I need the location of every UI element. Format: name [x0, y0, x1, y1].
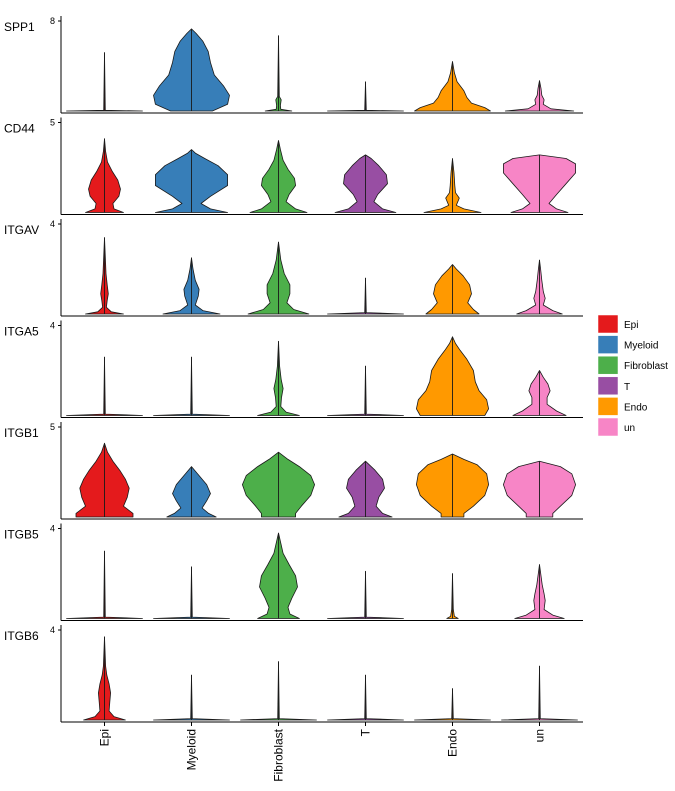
gene-label-itgb5: ITGB5 [4, 528, 39, 542]
violin-cd44-t [334, 154, 397, 213]
violin-itgb1-epi [75, 442, 134, 518]
violin-itgb5-un [514, 564, 565, 619]
legend-label-un: un [624, 423, 635, 434]
x-tick-label-endo: Endo [446, 729, 460, 757]
x-tick-label-fibroblast: Fibroblast [272, 728, 286, 781]
violin-itgav-endo [425, 264, 480, 315]
x-tick-label-t: T [359, 728, 373, 736]
legend-swatch-endo [597, 397, 619, 416]
legend-label-epi: Epi [624, 320, 638, 331]
violin-itga5-t [327, 365, 404, 416]
violin-itgav-myeloid [162, 257, 221, 315]
legend-swatch-myeloid [597, 335, 619, 354]
violin-cd44-epi [85, 138, 124, 213]
violin-itgb1-myeloid [166, 466, 217, 518]
violin-itga5-epi [66, 356, 143, 416]
y-tick-label-itgb1: 5 [50, 422, 55, 432]
gene-label-itgb1: ITGB1 [4, 426, 39, 440]
violin-cd44-fibroblast [249, 140, 308, 213]
violin-itgb1-fibroblast [242, 451, 315, 518]
y-tick-label-itga5: 4 [50, 321, 55, 331]
violin-spp1-endo [414, 61, 491, 112]
violin-itgav-epi [85, 237, 124, 315]
legend-label-myeloid: Myeloid [624, 341, 658, 352]
x-tick-label-un: un [533, 729, 547, 742]
legend-label-endo: Endo [624, 402, 648, 413]
y-tick-label-spp1: 8 [50, 16, 55, 26]
violin-itga5-myeloid [153, 356, 230, 416]
panel-itgb6: 4 ITGB6 [4, 625, 583, 723]
violin-spp1-un [504, 80, 575, 112]
violin-itga5-endo [416, 336, 489, 416]
panel-cd44: 5 CD44 [4, 117, 583, 215]
violin-itgb6-t [327, 674, 404, 721]
violin-itgb6-fibroblast [240, 661, 317, 721]
violin-itgb6-epi [83, 636, 126, 721]
panel-itgb5: 4 ITGB5 [4, 523, 583, 621]
violin-itgav-fibroblast [247, 241, 310, 315]
violin-itgav-t [327, 277, 404, 315]
legend-swatch-un [597, 417, 619, 437]
gene-label-itga5: ITGA5 [4, 325, 39, 339]
x-tick-label-epi: Epi [98, 729, 112, 746]
violin-itgb5-endo [446, 573, 459, 619]
violin-itgb6-un [501, 665, 578, 721]
violin-itgb6-endo [414, 688, 491, 721]
violin-itgb1-t [338, 460, 393, 518]
legend-label-fibroblast: Fibroblast [624, 361, 668, 372]
violin-itgb5-t [327, 570, 404, 619]
violin-itga5-fibroblast [257, 340, 300, 416]
violin-itgb6-myeloid [153, 674, 230, 721]
y-tick-label-cd44: 5 [50, 118, 55, 128]
violin-cd44-endo [423, 158, 482, 213]
x-axis-categories: Epi Myeloid Fibroblast T Endo un [98, 722, 547, 782]
panel-itgb1: 5 ITGB1 [4, 422, 583, 520]
gene-label-cd44: CD44 [4, 122, 35, 136]
violin-itgb5-myeloid [153, 566, 230, 619]
panel-itga5: 4 ITGA5 [4, 320, 583, 418]
violin-spp1-t [327, 81, 404, 112]
violin-itgb1-un [503, 460, 576, 518]
violin-cd44-un [503, 154, 576, 213]
y-tick-label-itgb5: 4 [50, 524, 55, 534]
x-tick-label-myeloid: Myeloid [185, 729, 199, 770]
violin-spp1-epi [66, 52, 143, 112]
violin-itgb5-epi [66, 550, 143, 619]
y-tick-label-itgav: 4 [50, 219, 55, 229]
panel-spp1: 8 SPP1 [4, 16, 583, 114]
legend-label-t: T [624, 382, 630, 393]
violin-spp1-myeloid [153, 28, 230, 112]
legend-swatch-epi [597, 314, 619, 334]
legend-swatch-fibroblast [597, 355, 619, 375]
y-tick-label-itgb6: 4 [50, 625, 55, 635]
legend: Epi Myeloid Fibroblast T Endo un [597, 314, 668, 437]
violin-spp1-fibroblast [264, 35, 293, 112]
legend-swatch-t [597, 376, 619, 396]
gene-label-itgb6: ITGB6 [4, 629, 39, 643]
violin-itga5-un [512, 370, 567, 416]
gene-label-spp1: SPP1 [4, 20, 35, 34]
panel-itgav: 4 ITGAV [4, 219, 583, 317]
gene-label-itgav: ITGAV [4, 223, 39, 237]
violin-itgb5-fibroblast [257, 532, 300, 619]
violin-cd44-myeloid [155, 149, 228, 213]
violin-itgav-un [516, 259, 563, 315]
violin-itgb1-endo [416, 453, 489, 518]
